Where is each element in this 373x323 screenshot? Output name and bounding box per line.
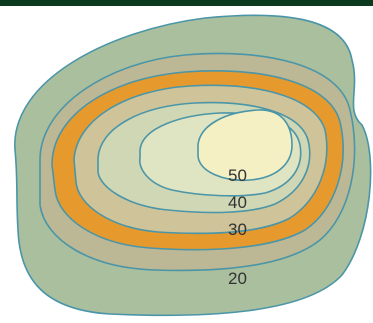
contour-label-50: 50	[228, 166, 247, 185]
contour-line-50-peak	[197, 109, 293, 182]
contour-label-20: 20	[228, 269, 247, 288]
contour-label-40: 40	[228, 193, 247, 212]
contour-label-30: 30	[228, 220, 247, 239]
header-bar	[0, 0, 373, 6]
